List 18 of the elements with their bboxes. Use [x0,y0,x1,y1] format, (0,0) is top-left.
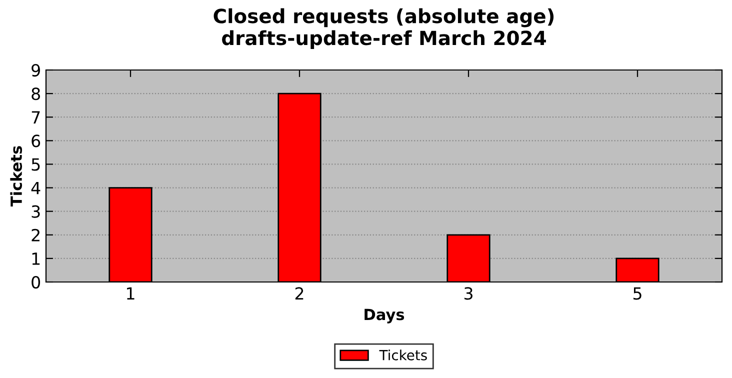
x-tick-label: 2 [295,287,304,300]
y-tick-label: 6 [32,134,40,148]
x-tick-label: 5 [633,287,642,300]
y-tick-label: 8 [32,88,40,100]
y-tick-label: 5 [32,158,40,171]
y-tick-label: 2 [32,228,40,242]
y-tick-label: 0 [32,276,40,289]
y-tick-label: 1 [32,252,40,265]
legend-label: Tickets [379,350,427,360]
y-tick-label: 3 [32,205,40,218]
x-tick-label: 3 [464,287,472,300]
y-tick-label: 9 [32,64,40,77]
y-tick-label: 4 [31,182,40,194]
y-axis-title: Tickets [10,146,22,207]
x-tick-label: 1 [127,287,134,300]
y-tick-label: 7 [32,111,40,124]
chart-title: Closed requests (absolute age) drafts-update-ref March 2024 [214,8,554,50]
x-axis-title: Days [364,308,404,324]
